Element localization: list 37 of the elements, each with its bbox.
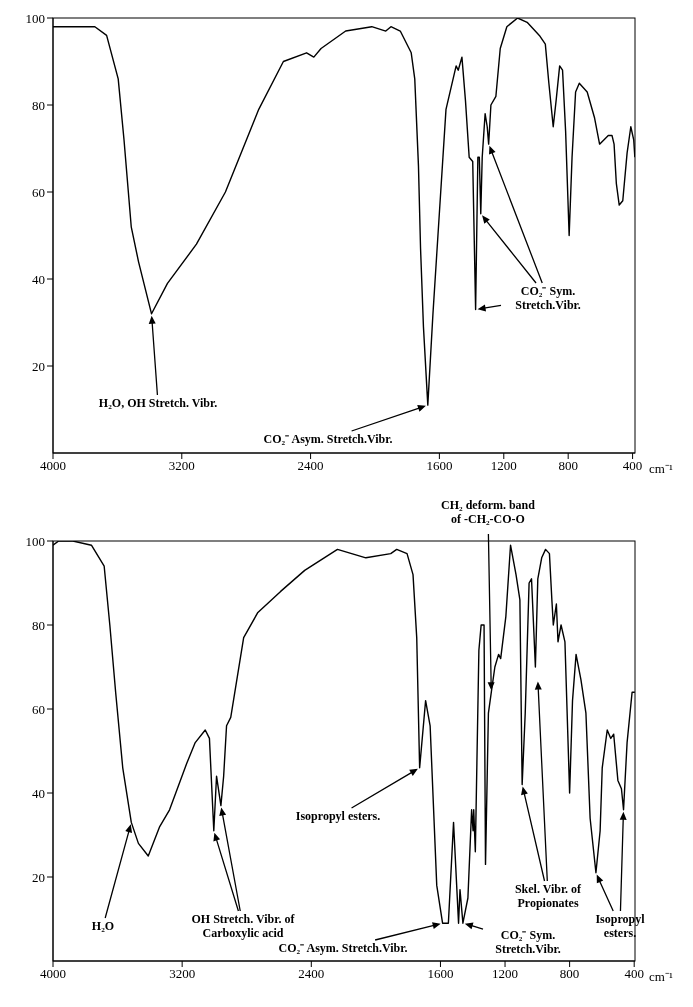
y-tick-label: 40 — [32, 785, 45, 801]
x-axis-title: cm⁻¹ — [649, 968, 673, 985]
x-tick-label: 400 — [622, 458, 643, 474]
x-tick-label: 1200 — [492, 966, 519, 982]
annotation: CO₂⁻ Asym. Stretch.Vibr. — [277, 941, 409, 955]
x-tick-label: 1200 — [490, 458, 517, 474]
annotation: H₂O — [90, 919, 116, 933]
x-tick-label: 4000 — [40, 458, 66, 474]
x-tick-label: 2400 — [298, 966, 325, 982]
x-tick-label: 800 — [558, 458, 578, 474]
x-tick-label: 400 — [624, 966, 644, 982]
annotation: CO₂⁻ Sym. Stretch.Vibr. — [494, 928, 562, 956]
annotation: H₂O, OH Stretch. Vibr. — [97, 396, 219, 410]
y-tick-label: 60 — [32, 701, 45, 717]
y-tick-label: 80 — [32, 97, 45, 113]
annotation: OH Stretch. Vibr. of Carboxylic acid — [190, 912, 296, 940]
y-tick-label: 100 — [25, 533, 45, 549]
annotation: Isopropyl esters. — [294, 809, 382, 823]
y-tick-label: 20 — [32, 358, 45, 374]
x-tick-label: 2400 — [297, 458, 324, 474]
x-tick-label: 4000 — [40, 966, 66, 982]
y-tick-label: 20 — [32, 869, 45, 885]
annotation: Skel. Vibr. of Propionates — [513, 882, 583, 910]
y-tick-label: 80 — [32, 617, 45, 633]
y-tick-label: 60 — [32, 184, 45, 200]
x-tick-label: 3200 — [168, 458, 195, 474]
annotation: CO₂⁻ Sym. Stretch.Vibr. — [514, 284, 582, 312]
annotation: CO₂⁻ Asym. Stretch.Vibr. — [262, 432, 394, 446]
y-tick-label: 100 — [25, 10, 45, 26]
x-tick-label: 800 — [559, 966, 580, 982]
annotation: Isopropyl esters. — [594, 912, 646, 940]
x-tick-label: 1600 — [426, 458, 453, 474]
x-tick-label: 3200 — [169, 966, 196, 982]
text: CH₂ deform. band of -CH₂-CO-O — [440, 498, 536, 526]
y-tick-label: 40 — [32, 271, 45, 287]
x-tick-label: 1600 — [427, 966, 454, 982]
x-axis-title: cm⁻¹ — [649, 460, 673, 477]
